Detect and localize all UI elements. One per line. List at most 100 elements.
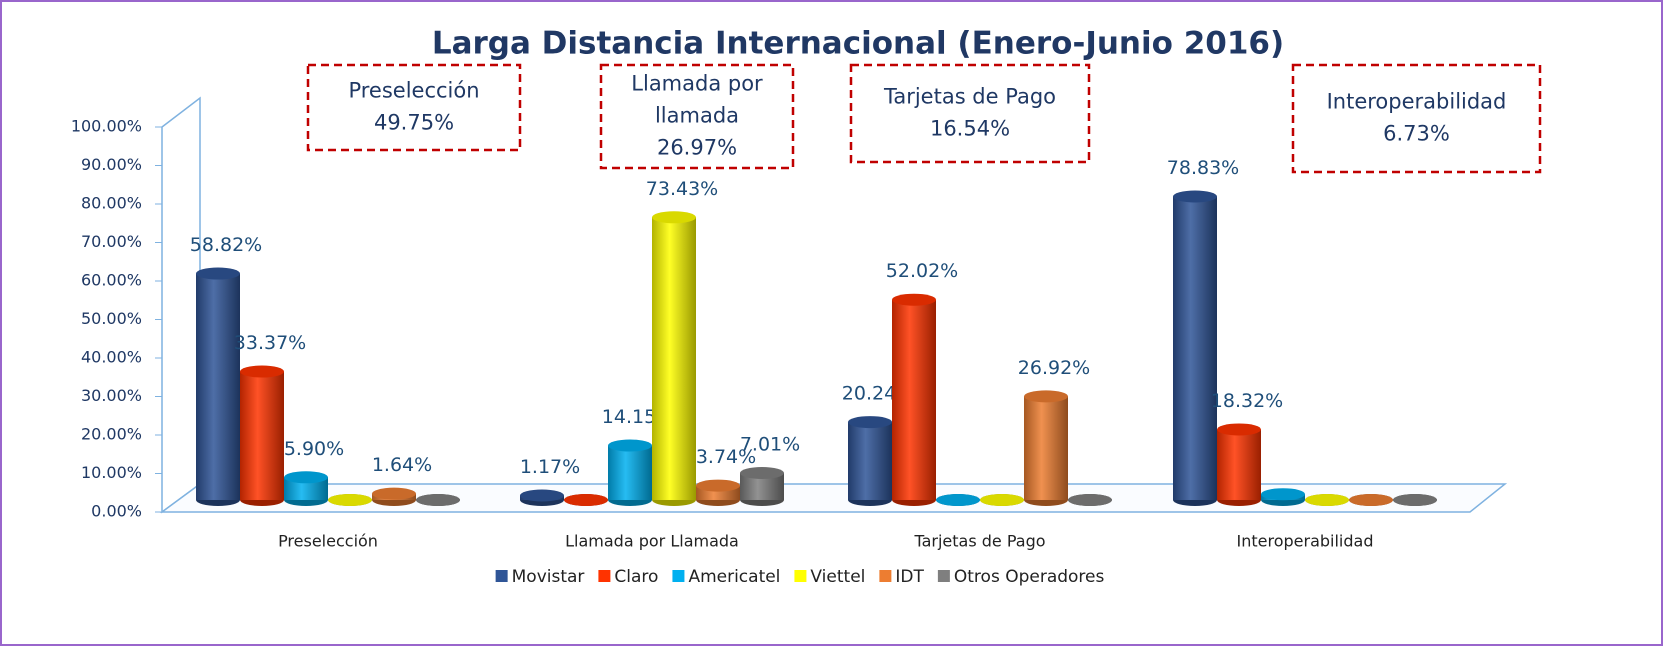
bar: [740, 467, 784, 506]
y-tick-label: 90.00%: [81, 155, 142, 174]
legend-label: Viettel: [810, 567, 865, 587]
data-label: 58.82%: [190, 234, 262, 256]
annotation-text: 26.97%: [657, 136, 737, 160]
bar-body: [196, 273, 240, 500]
data-label: 7.01%: [740, 434, 800, 456]
bar: [328, 494, 372, 506]
bar: [520, 489, 564, 506]
bar: [284, 471, 328, 506]
y-tick-label: 40.00%: [81, 348, 142, 367]
bar: [1173, 190, 1217, 506]
data-label: 5.90%: [284, 438, 344, 460]
y-tick-label: 100.00%: [71, 117, 142, 136]
bar: [608, 439, 652, 506]
x-tick-label: Interoperabilidad: [1237, 532, 1374, 551]
bar-cap: [416, 494, 460, 506]
bar: [1393, 494, 1437, 506]
annotation-text: Preselección: [348, 79, 479, 103]
data-label: 73.43%: [646, 178, 718, 200]
data-label: 26.92%: [1018, 357, 1090, 379]
bar-cap: [696, 479, 740, 492]
legend-label: Movistar: [512, 567, 585, 587]
bar-cap: [1261, 488, 1305, 501]
bar-cap: [284, 471, 328, 484]
data-label: 33.37%: [234, 332, 306, 354]
floor: [159, 483, 1508, 513]
bar: [892, 293, 936, 506]
bar-cap: [1217, 423, 1261, 436]
legend-swatch: [879, 570, 892, 582]
bar-cap: [608, 439, 652, 452]
bar: [372, 487, 416, 506]
y-tick-label: 50.00%: [81, 309, 142, 328]
annotation-box: [1291, 63, 1542, 174]
bar: [696, 479, 740, 506]
bar: [1261, 488, 1305, 506]
bar-cap: [328, 494, 372, 506]
y-tick-label: 0.00%: [91, 502, 142, 521]
bar: [416, 494, 460, 506]
bar-cap: [1173, 190, 1217, 203]
bar: [1217, 423, 1261, 506]
bar-cap: [740, 467, 784, 480]
bar-cap: [1305, 494, 1349, 506]
bar-body: [652, 217, 696, 500]
bar: [1068, 494, 1112, 506]
bar-cap: [1024, 390, 1068, 403]
bar-cap: [980, 494, 1024, 506]
bar-body: [608, 445, 652, 500]
bar-cap: [936, 494, 980, 506]
data-label: 18.32%: [1211, 390, 1283, 412]
bar-cap: [520, 489, 564, 502]
bar-cap: [652, 211, 696, 224]
annotation-box: [599, 63, 795, 170]
data-label: 52.02%: [886, 260, 958, 282]
legend-label: Otros Operadores: [954, 567, 1105, 587]
bar-cap: [1349, 494, 1393, 506]
bar: [1024, 390, 1068, 506]
bar-cap: [1068, 494, 1112, 506]
bar-body: [284, 477, 328, 500]
y-tick-label: 70.00%: [81, 232, 142, 251]
legend-swatch: [598, 570, 611, 582]
bar: [196, 267, 240, 506]
bar: [980, 494, 1024, 506]
legend-label: Americatel: [688, 567, 780, 587]
bar-body: [1217, 429, 1261, 500]
annotation-box: [849, 63, 1091, 164]
x-tick-label: Tarjetas de Pago: [913, 532, 1045, 551]
bar-cap: [1393, 494, 1437, 506]
bar: [564, 494, 608, 506]
bar-body: [1024, 396, 1068, 500]
x-tick-label: Preselección: [278, 532, 378, 551]
bar-cap: [892, 293, 936, 306]
bar-cap: [564, 494, 608, 506]
legend-swatch: [672, 570, 685, 582]
y-tick-label: 30.00%: [81, 386, 142, 405]
bar: [848, 416, 892, 506]
bar: [1349, 494, 1393, 506]
y-tick-label: 10.00%: [81, 463, 142, 482]
bar: [1305, 494, 1349, 506]
annotation-text: Interoperabilidad: [1327, 90, 1507, 114]
legend-label: IDT: [895, 567, 924, 587]
legend-swatch: [495, 570, 508, 582]
annotation-text: 49.75%: [374, 111, 454, 135]
annotation-box: [306, 63, 522, 152]
annotation-text: 6.73%: [1383, 122, 1450, 146]
annotation-text: 16.54%: [930, 117, 1010, 141]
y-tick-label: 60.00%: [81, 271, 142, 290]
data-label: 3.74%: [696, 446, 756, 468]
data-label: 1.17%: [520, 456, 580, 478]
bar-body: [848, 422, 892, 500]
x-tick-label: Llamada por Llamada: [565, 532, 739, 551]
data-label: 78.83%: [1167, 157, 1239, 179]
annotation-text: llamada: [655, 104, 739, 128]
bar-cap: [240, 365, 284, 378]
data-label: 1.64%: [372, 454, 432, 476]
y-tick-label: 20.00%: [81, 425, 142, 444]
y-tick-label: 80.00%: [81, 194, 142, 213]
bar: [936, 494, 980, 506]
